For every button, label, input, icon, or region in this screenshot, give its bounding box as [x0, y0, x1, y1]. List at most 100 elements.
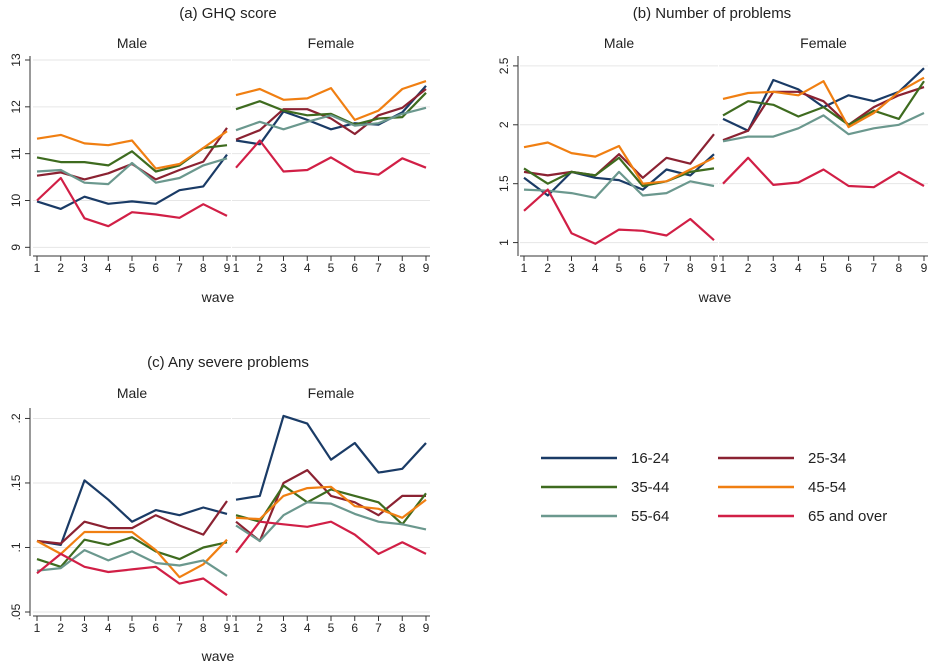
- x-tick-label: 6: [152, 621, 159, 635]
- x-tick-label: 8: [896, 261, 903, 275]
- x-tick-label: 2: [745, 261, 752, 275]
- legend-label: 25-34: [808, 450, 846, 467]
- panel-title: Female: [308, 385, 355, 401]
- x-tick-label: 9: [711, 261, 718, 275]
- chart-title: (a) GHQ score: [179, 5, 277, 22]
- x-tick-label: 4: [304, 621, 311, 635]
- series-line-35-44: [722, 80, 925, 126]
- x-tick-label: 7: [663, 261, 670, 275]
- panel-male: Male 1 2 3 4 5 6 7 8 9: [33, 35, 231, 275]
- series-line-45-54: [235, 485, 427, 521]
- series-line-65-and-over: [36, 176, 228, 228]
- x-tick-label: 2: [57, 621, 64, 635]
- y-tick-label: 2.5: [497, 57, 511, 74]
- series-line-65-and-over: [235, 139, 427, 176]
- series-line-16-24: [36, 479, 228, 547]
- y-tick-label: .2: [9, 413, 23, 423]
- x-tick-label: 5: [129, 261, 136, 275]
- series-line-45-54: [235, 80, 427, 122]
- x-tick-label: 1: [34, 621, 41, 635]
- x-tick-label: 4: [105, 621, 112, 635]
- x-tick-label: 8: [399, 261, 406, 275]
- series-line-55-64: [722, 112, 925, 143]
- y-tick-label: 9: [9, 244, 23, 251]
- x-tick-label: 2: [256, 621, 263, 635]
- x-tick-label: 5: [328, 261, 335, 275]
- x-tick-label: 8: [687, 261, 694, 275]
- series-line-35-44: [235, 484, 427, 526]
- x-tick-label: 7: [176, 621, 183, 635]
- y-tick-label: 2: [497, 121, 511, 128]
- x-tick-label: 9: [921, 261, 928, 275]
- x-tick-label: 1: [34, 261, 41, 275]
- y-tick-label: .05: [9, 603, 23, 620]
- y-tick-label: 12: [9, 100, 23, 114]
- x-tick-label: 8: [200, 261, 207, 275]
- chart-2: (c) Any severe problems .05 .1 .15 .2 Male 1 2 3…: [9, 354, 430, 664]
- series-line-16-24: [36, 153, 228, 210]
- series-line-25-34: [36, 500, 228, 545]
- y-tick-label: 13: [9, 53, 23, 67]
- x-tick-label: 6: [152, 261, 159, 275]
- panel-title: Female: [308, 35, 355, 51]
- legend-label: 16-24: [631, 450, 669, 467]
- panel-title: Male: [117, 35, 148, 51]
- series-line-45-54: [36, 130, 228, 170]
- x-tick-label: 7: [375, 621, 382, 635]
- series-line-65-and-over: [235, 520, 427, 556]
- x-tick-label: 1: [720, 261, 727, 275]
- series-line-65-and-over: [722, 156, 925, 189]
- y-tick-label: 1: [497, 239, 511, 246]
- series-line-45-54: [36, 530, 228, 579]
- panel-title: Male: [117, 385, 148, 401]
- x-tick-label: 3: [280, 621, 287, 635]
- x-tick-label: 6: [845, 261, 852, 275]
- chart-1: (b) Number of problems 1 1.5 2 2.5 Male 1 2 3 4 5 6…: [497, 5, 928, 305]
- x-tick-label: 3: [770, 261, 777, 275]
- series-line-55-64: [36, 157, 228, 186]
- x-tick-label: 7: [375, 261, 382, 275]
- y-tick-label: 1.5: [497, 175, 511, 192]
- legend-label: 35-44: [631, 479, 669, 496]
- series-line-55-64: [235, 501, 427, 543]
- chart-title: (c) Any severe problems: [147, 354, 309, 371]
- series-line-65-and-over: [523, 188, 715, 245]
- x-tick-label: 2: [57, 261, 64, 275]
- x-tick-label: 5: [129, 621, 136, 635]
- series-line-45-54: [523, 141, 715, 185]
- legend-label: 55-64: [631, 508, 669, 525]
- x-tick-label: 9: [224, 621, 231, 635]
- series-line-16-24: [235, 414, 427, 501]
- x-axis-label: wave: [698, 289, 732, 305]
- series-line-55-64: [235, 106, 427, 132]
- x-tick-label: 9: [423, 621, 430, 635]
- panel-female: Female 1 2 3 4 5 6 7 8 9: [232, 385, 430, 635]
- series-line-65-and-over: [36, 552, 228, 597]
- series-line-45-54: [722, 76, 925, 129]
- x-tick-label: 4: [795, 261, 802, 275]
- x-tick-label: 1: [521, 261, 528, 275]
- x-tick-label: 1: [233, 621, 240, 635]
- x-tick-label: 3: [280, 261, 287, 275]
- series-line-35-44: [523, 156, 715, 188]
- series-line-55-64: [523, 170, 715, 199]
- y-tick-label: .15: [9, 474, 23, 491]
- x-tick-label: 8: [399, 621, 406, 635]
- series-line-25-34: [523, 133, 715, 179]
- x-axis-label: wave: [201, 289, 235, 305]
- legend-label: 65 and over: [808, 508, 887, 525]
- y-tick-label: .1: [9, 542, 23, 552]
- legend: 16-24 25-34 35-44 45-54 55-64 65 and over: [520, 432, 920, 536]
- x-tick-label: 4: [592, 261, 599, 275]
- panel-title: Female: [800, 35, 847, 51]
- x-tick-label: 5: [616, 261, 623, 275]
- panel-female: Female 1 2 3 4 5 6 7 8 9: [719, 35, 928, 275]
- panel-title: Male: [604, 35, 635, 51]
- x-tick-label: 4: [304, 261, 311, 275]
- x-tick-label: 3: [81, 621, 88, 635]
- x-tick-label: 3: [81, 261, 88, 275]
- panel-male: Male 1 2 3 4 5 6 7 8 9: [33, 385, 231, 635]
- x-tick-label: 1: [233, 261, 240, 275]
